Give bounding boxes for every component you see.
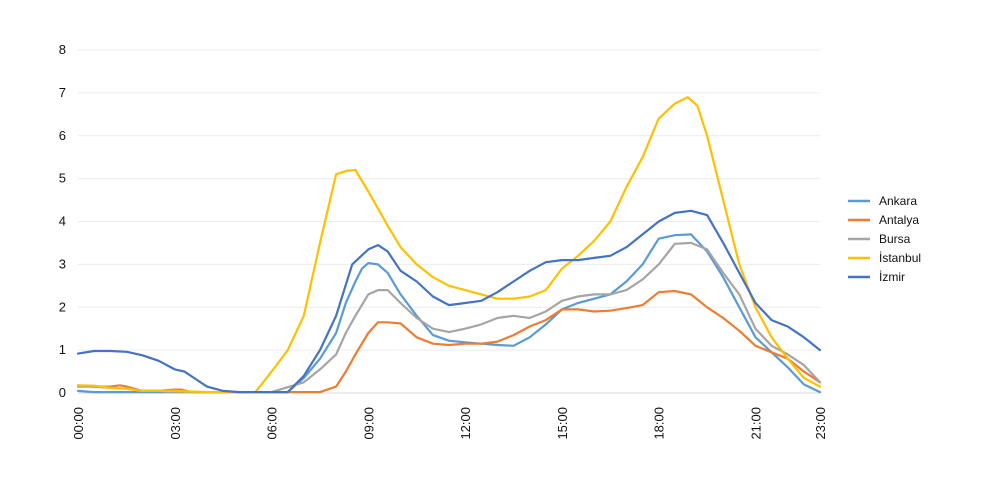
series-layer <box>76 96 822 394</box>
legend-label: Antalya <box>879 213 919 227</box>
x-tick-label: 12:00 <box>458 407 473 440</box>
y-tick-label: 6 <box>59 128 66 143</box>
y-tick-label: 3 <box>59 256 66 271</box>
y-tick-label: 4 <box>59 214 66 229</box>
legend-label: İzmir <box>879 270 905 284</box>
legend-label: İstanbul <box>879 251 921 265</box>
grid-layer <box>78 49 820 394</box>
y-tick-label: 5 <box>59 171 66 186</box>
x-tick-label: 09:00 <box>361 407 376 440</box>
series-line-3 <box>76 96 822 394</box>
series-line-4 <box>76 209 822 394</box>
y-tick-label: 7 <box>59 85 66 100</box>
x-tick-label: 23:00 <box>813 407 828 440</box>
x-tick-label: 21:00 <box>748 407 763 440</box>
legend: Ankara Antalya Bursa İstanbul İzmir <box>848 194 921 284</box>
series-line-1 <box>76 289 822 394</box>
series-line-2 <box>76 241 822 394</box>
x-tick-label: 06:00 <box>265 407 280 440</box>
series-line-0 <box>76 233 822 394</box>
x-tick-label: 03:00 <box>168 407 183 440</box>
y-tick-label: 2 <box>59 299 66 314</box>
x-tick-label: 00:00 <box>71 407 86 440</box>
y-tick-label: 1 <box>59 342 66 357</box>
legend-label: Ankara <box>879 194 917 208</box>
y-tick-label: 0 <box>59 385 66 400</box>
axis-layer: 0 1 2 3 4 5 6 7 8 00:00 03:00 06:00 09:00 12:00 15:00 1… <box>59 42 828 440</box>
legend-label: Bursa <box>879 232 911 246</box>
x-tick-label: 15:00 <box>555 407 570 440</box>
y-tick-label: 8 <box>59 42 66 57</box>
x-tick-label: 18:00 <box>652 407 667 440</box>
